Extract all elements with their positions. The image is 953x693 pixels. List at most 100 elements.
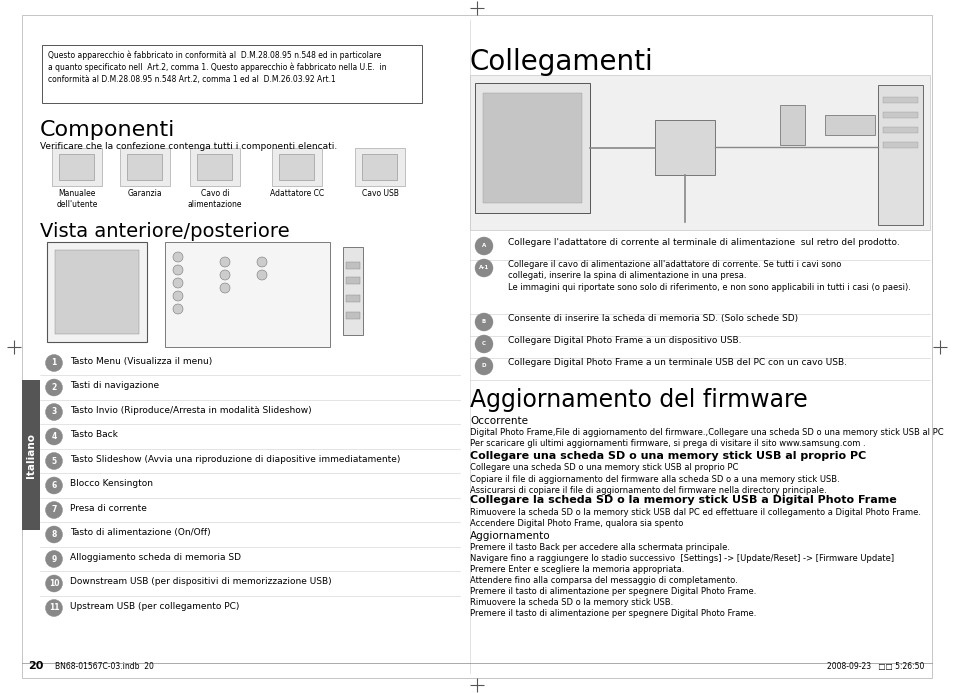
Bar [59, 154, 94, 180]
Text: Collegare una scheda SD o una memory stick USB al proprio PC: Collegare una scheda SD o una memory sti… [470, 450, 865, 461]
Text: Vista anteriore/posteriore: Vista anteriore/posteriore [40, 222, 290, 241]
Text: Blocco Kensington: Blocco Kensington [70, 480, 152, 489]
Bar [482, 93, 581, 203]
Text: 7: 7 [51, 505, 56, 514]
Text: Tasto Menu (Visualizza il menu): Tasto Menu (Visualizza il menu) [70, 357, 212, 366]
Text: Consente di inserire la scheda di memoria SD. (Solo schede SD): Consente di inserire la scheda di memori… [507, 314, 798, 323]
Bar [279, 154, 314, 180]
Circle shape [46, 355, 63, 371]
Text: 8: 8 [51, 530, 56, 539]
Circle shape [46, 477, 63, 494]
Bar [22, 380, 40, 530]
Bar [882, 127, 917, 133]
Text: Cavo di
alimentazione: Cavo di alimentazione [188, 189, 242, 209]
Bar [346, 277, 359, 284]
Text: Collegare una scheda SD o una memory stick USB al proprio PC
Copiare il file di : Collegare una scheda SD o una memory sti… [470, 464, 839, 495]
Bar [362, 154, 397, 180]
Bar [882, 97, 917, 103]
Bar [55, 250, 139, 334]
Text: Aggiornamento: Aggiornamento [470, 531, 550, 541]
Bar [470, 75, 929, 230]
Text: Tasto di alimentazione (On/Off): Tasto di alimentazione (On/Off) [70, 529, 211, 538]
Circle shape [220, 270, 230, 280]
Bar [52, 148, 102, 186]
Text: Rimuovere la scheda SD o la memory stick USB dal PC ed effettuare il collegament: Rimuovere la scheda SD o la memory stick… [470, 508, 920, 528]
Text: Downstream USB (per dispositivi di memorizzazione USB): Downstream USB (per dispositivi di memor… [70, 577, 332, 586]
Text: Manualee
dell'utente: Manualee dell'utente [56, 189, 97, 209]
Circle shape [46, 599, 63, 617]
Text: 9: 9 [51, 554, 56, 563]
Bar [272, 148, 322, 186]
Text: Collegare Digital Photo Frame a un dispositivo USB.: Collegare Digital Photo Frame a un dispo… [507, 336, 740, 345]
Text: Verificare che la confezione contenga tutti i componenti elencati.: Verificare che la confezione contenga tu… [40, 142, 337, 151]
Circle shape [46, 526, 63, 543]
Circle shape [46, 575, 63, 592]
Circle shape [220, 257, 230, 267]
Text: 10: 10 [49, 579, 59, 588]
Circle shape [475, 237, 493, 255]
Text: Alloggiamento scheda di memoria SD: Alloggiamento scheda di memoria SD [70, 553, 241, 562]
Text: Tasto Slideshow (Avvia una riproduzione di diapositive immediatamente): Tasto Slideshow (Avvia una riproduzione … [70, 455, 400, 464]
Text: Questo apparecchio è fabbricato in conformità al  D.M.28.08.95 n.548 ed in parti: Questo apparecchio è fabbricato in confo… [48, 50, 386, 84]
Circle shape [46, 453, 63, 469]
Text: Italiano: Italiano [26, 432, 36, 477]
Circle shape [172, 252, 183, 262]
Circle shape [46, 502, 63, 518]
Circle shape [46, 550, 63, 568]
Bar [346, 312, 359, 319]
Circle shape [172, 278, 183, 288]
Text: Tasto Back: Tasto Back [70, 430, 118, 439]
Text: 2: 2 [51, 383, 56, 392]
Text: 2008-09-23   □□ 5:26:50: 2008-09-23 □□ 5:26:50 [825, 662, 923, 671]
Circle shape [220, 283, 230, 293]
Text: Upstream USB (per collegamento PC): Upstream USB (per collegamento PC) [70, 602, 239, 611]
Bar [343, 247, 363, 335]
Text: Aggiornamento del firmware: Aggiornamento del firmware [470, 388, 807, 412]
Bar [655, 120, 714, 175]
Bar [47, 242, 147, 342]
Bar [355, 148, 405, 186]
Text: 11: 11 [49, 604, 59, 613]
Bar [197, 154, 233, 180]
Bar [824, 115, 874, 135]
Text: B: B [481, 319, 486, 324]
Text: 5: 5 [51, 457, 56, 466]
Circle shape [475, 335, 493, 353]
Bar [165, 242, 330, 347]
Text: Digital Photo Frame,File di aggiornamento del firmware.,Collegare una scheda SD : Digital Photo Frame,File di aggiornament… [470, 428, 943, 448]
Circle shape [256, 270, 267, 280]
Bar [346, 262, 359, 269]
Text: Componenti: Componenti [40, 120, 175, 140]
Bar [882, 142, 917, 148]
Circle shape [475, 357, 493, 375]
Text: 6: 6 [51, 481, 56, 490]
Circle shape [46, 379, 63, 396]
Bar [128, 154, 162, 180]
Circle shape [172, 265, 183, 275]
Bar [780, 105, 804, 145]
Text: Collegare l'adattatore di corrente al terminale di alimentazione  sul retro del : Collegare l'adattatore di corrente al te… [507, 238, 899, 247]
Text: Tasti di navigazione: Tasti di navigazione [70, 382, 159, 390]
Text: Occorrente: Occorrente [470, 416, 527, 426]
Text: Collegare il cavo di alimentazione all'adattatore di corrente. Se tutti i cavi s: Collegare il cavo di alimentazione all'a… [507, 260, 910, 292]
Text: Presa di corrente: Presa di corrente [70, 504, 147, 513]
Bar [882, 112, 917, 118]
Text: 20: 20 [28, 661, 43, 671]
Bar [42, 45, 421, 103]
Text: Collegare Digital Photo Frame a un terminale USB del PC con un cavo USB.: Collegare Digital Photo Frame a un termi… [507, 358, 846, 367]
Text: Adattatore CC: Adattatore CC [270, 189, 324, 198]
Text: A: A [481, 243, 486, 249]
Bar [190, 148, 240, 186]
Bar [120, 148, 170, 186]
Bar [877, 85, 923, 225]
Text: Premere il tasto Back per accedere alla schermata principale.
Navigare fino a ra: Premere il tasto Back per accedere alla … [470, 543, 893, 618]
Text: D: D [481, 364, 486, 369]
Text: 3: 3 [51, 407, 56, 416]
Bar [346, 295, 359, 302]
Text: A-1: A-1 [478, 265, 489, 270]
Circle shape [475, 313, 493, 331]
Circle shape [172, 291, 183, 301]
Circle shape [46, 428, 63, 445]
Text: Collegare la scheda SD o la memory stick USB a Digital Photo Frame: Collegare la scheda SD o la memory stick… [470, 495, 896, 505]
Text: 1: 1 [51, 358, 56, 367]
